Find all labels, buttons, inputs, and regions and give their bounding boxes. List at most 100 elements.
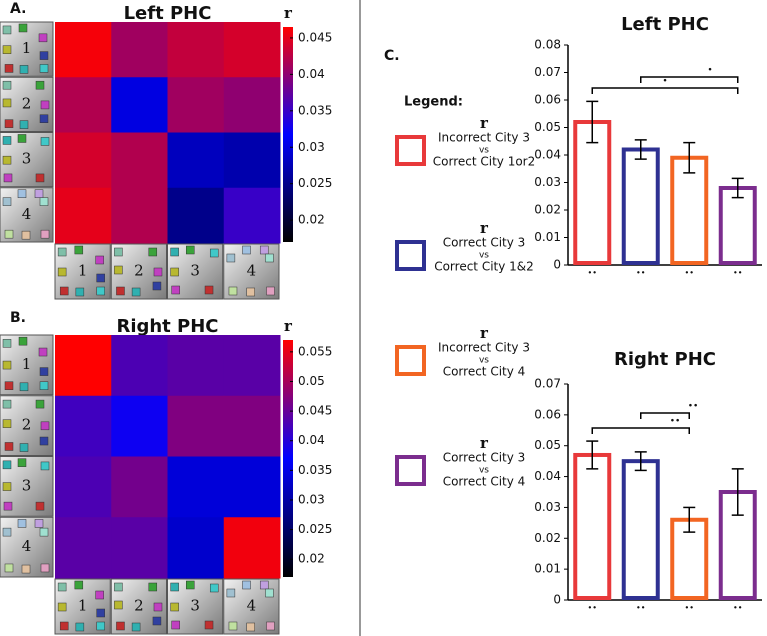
heat-cell	[223, 187, 281, 244]
tile-icon	[170, 247, 179, 257]
colorbar-tick-label: 0.025	[298, 522, 332, 536]
tile-icon	[19, 382, 29, 392]
y-tick-label: 0.08	[534, 38, 561, 52]
tile-icon	[114, 247, 123, 257]
colorbar-tick-label: 0.045	[298, 30, 332, 44]
legend-title: Legend:	[404, 95, 463, 110]
y-tick-label: 0.01	[534, 230, 561, 244]
heat-cell	[55, 335, 112, 397]
chart-title: Left PHC	[621, 14, 709, 35]
heat-cell	[111, 22, 168, 78]
tile-icon	[242, 580, 251, 590]
tile-icon	[4, 119, 14, 128]
heat-cell	[111, 335, 168, 397]
heat-cell	[167, 335, 225, 397]
bar	[621, 147, 660, 265]
legend-text: vs	[479, 356, 489, 366]
tile-icon	[35, 173, 45, 183]
tile-icon	[171, 620, 180, 630]
tile-icon	[114, 582, 123, 592]
significance-label: •	[707, 66, 712, 76]
heat-cell	[167, 517, 225, 579]
tile-icon	[153, 602, 163, 612]
tile-icon	[4, 442, 14, 451]
tile-icon	[96, 273, 105, 283]
legend-text: vs	[479, 466, 489, 476]
x-tick-label: ••	[733, 269, 742, 278]
tile-icon	[204, 620, 214, 630]
tile-icon	[242, 245, 251, 255]
tile-icon	[57, 267, 67, 277]
heat-cell	[55, 132, 112, 189]
colorbar-tick-label: 0.025	[298, 176, 332, 190]
tile-icon	[116, 621, 125, 631]
tile-icon	[59, 621, 69, 631]
heat-cell	[223, 132, 281, 189]
heat-cell	[111, 77, 168, 133]
tile-icon	[2, 45, 12, 54]
colorbar-tick-label: 0.055	[298, 344, 332, 358]
tile-icon	[2, 197, 12, 206]
legend-text: Incorrect City 3	[438, 341, 530, 355]
y-tick-label: 0.05	[534, 438, 561, 452]
panel-label: C.	[384, 48, 400, 64]
legend-text: Correct City 1or2	[433, 155, 536, 169]
tile-icon	[2, 80, 12, 90]
heat-cell	[223, 77, 281, 133]
colorbar-tick-label: 0.035	[298, 463, 332, 477]
tile-icon	[59, 286, 69, 296]
tile-icon	[3, 501, 13, 511]
heat-cell	[167, 395, 225, 457]
tile-icon	[34, 189, 44, 198]
legend-text: Correct City 4	[443, 365, 526, 379]
tile-icon	[39, 114, 49, 123]
tile-icon	[2, 155, 12, 165]
tile-icon	[75, 287, 85, 297]
heat-cell	[167, 22, 225, 78]
tile-icon	[57, 582, 67, 592]
y-tick-label: 0.03	[534, 500, 561, 514]
tile-icon	[259, 580, 269, 590]
tile-icon	[131, 622, 141, 632]
tile-icon	[35, 501, 45, 511]
tile-icon	[21, 230, 31, 240]
tile-icon	[40, 100, 50, 110]
tile-icon	[148, 582, 158, 592]
tile-icon	[39, 51, 49, 60]
y-tick-label: 0	[553, 258, 561, 272]
tile-label: 1	[22, 355, 32, 373]
x-tick-label: ••	[685, 604, 694, 613]
heat-cell	[223, 22, 281, 78]
significance-bracket	[640, 412, 690, 419]
legend-symbol: r	[480, 324, 489, 342]
tile-icon	[148, 247, 158, 257]
tile-icon	[40, 421, 50, 431]
tile-icon	[18, 23, 28, 33]
legend-symbol: r	[480, 219, 489, 237]
tile-icon	[4, 381, 14, 390]
tile-icon	[96, 608, 105, 618]
tile-icon	[226, 588, 236, 598]
tile-icon	[57, 602, 67, 612]
colorbar-tick-label: 0.02	[298, 552, 325, 566]
tile-icon	[39, 197, 49, 206]
legend-text: Correct City 3	[443, 451, 526, 465]
tile-icon	[17, 189, 27, 198]
tile-icon	[75, 622, 85, 632]
tile-icon	[17, 519, 27, 528]
tile-icon	[17, 458, 27, 467]
legend-symbol: r	[480, 434, 489, 452]
legend-text: Correct City 3	[443, 236, 526, 250]
y-tick-label: 0.04	[534, 469, 561, 483]
tile-icon	[2, 339, 12, 348]
x-tick-label: ••	[685, 269, 694, 278]
tile-icon	[38, 347, 48, 357]
tile-icon	[38, 33, 48, 43]
colorbar-tick-label: 0.03	[298, 140, 325, 154]
tile-icon	[170, 267, 179, 277]
tile-icon	[259, 245, 269, 255]
tile-icon	[74, 245, 84, 255]
tile-icon	[209, 248, 219, 258]
tile-icon	[152, 281, 162, 291]
tile-icon	[96, 621, 105, 631]
